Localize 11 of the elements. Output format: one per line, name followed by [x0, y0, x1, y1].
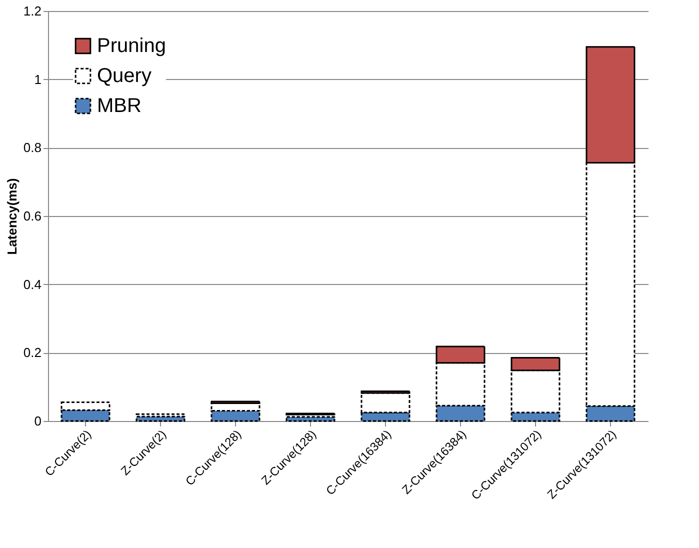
y-tick-label: 1 [34, 72, 42, 87]
y-tick-label: 1.2 [23, 4, 42, 18]
y-axis-title: Latency(ms) [4, 178, 20, 255]
y-tick-label: 0.2 [23, 345, 42, 360]
legend-label: MBR [97, 95, 142, 117]
y-tick-label: 0.8 [23, 140, 42, 156]
y-tick-label: 0.4 [23, 276, 42, 292]
y-tick-label: 0 [34, 414, 42, 428]
y-tick-label: 0.6 [23, 208, 42, 224]
legend-label: Pruning [97, 35, 166, 57]
legend-label: Query [97, 65, 152, 87]
